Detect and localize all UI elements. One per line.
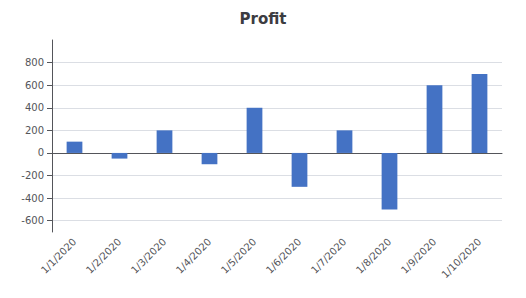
svg-text:1/1/2020: 1/1/2020 [39, 236, 78, 275]
svg-text:1/2/2020: 1/2/2020 [84, 236, 123, 275]
svg-text:1/6/2020: 1/6/2020 [264, 236, 303, 275]
svg-text:1/8/2020: 1/8/2020 [354, 236, 393, 275]
svg-text:0: 0 [38, 147, 44, 158]
svg-text:800: 800 [25, 57, 44, 68]
svg-text:Profit: Profit [240, 10, 287, 28]
svg-text:1/7/2020: 1/7/2020 [309, 236, 348, 275]
svg-text:1/4/2020: 1/4/2020 [174, 236, 213, 275]
svg-text:1/3/2020: 1/3/2020 [129, 236, 168, 275]
svg-text:1/10/2020: 1/10/2020 [439, 236, 483, 280]
svg-text:200: 200 [25, 125, 44, 136]
svg-text:600: 600 [25, 80, 44, 91]
svg-text:-400: -400 [21, 193, 44, 204]
svg-text:400: 400 [25, 102, 44, 113]
svg-text:-200: -200 [21, 170, 44, 181]
svg-text:1/9/2020: 1/9/2020 [399, 236, 438, 275]
svg-text:1/5/2020: 1/5/2020 [219, 236, 258, 275]
svg-text:-600: -600 [21, 215, 44, 226]
